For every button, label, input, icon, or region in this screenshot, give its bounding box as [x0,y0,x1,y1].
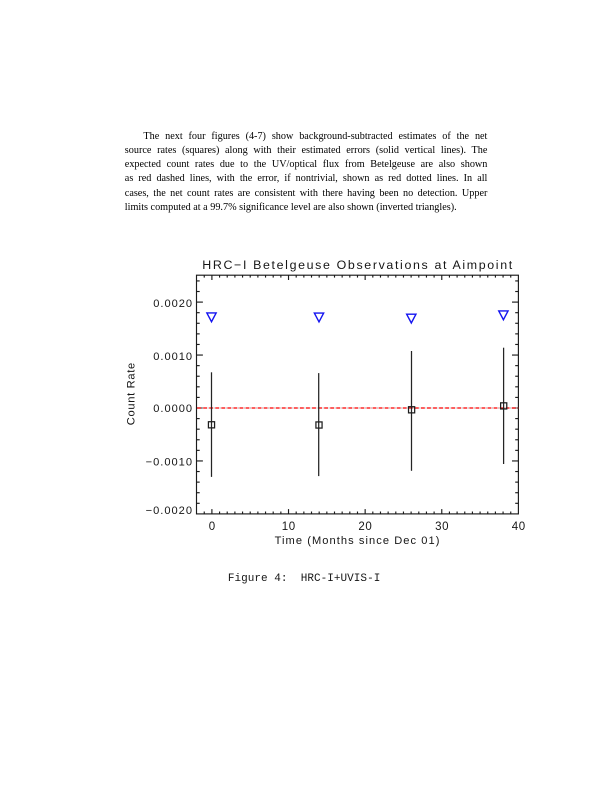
svg-text:0.0020: 0.0020 [153,298,192,310]
svg-text:30: 30 [435,521,448,533]
svg-text:HRC−I Betelgeuse Observations: HRC−I Betelgeuse Observations at Aimpoin… [202,258,512,272]
svg-text:Figure 4: HRC-I+UVIS-I: Figure 4: HRC-I+UVIS-I [228,573,380,585]
svg-text:−0.0020: −0.0020 [146,505,192,517]
svg-text:Time (Months since Dec 01): Time (Months since Dec 01) [275,535,440,547]
svg-text:10: 10 [282,521,295,533]
svg-text:−0.0010: −0.0010 [146,457,192,469]
svg-text:0.0000: 0.0000 [153,403,192,415]
svg-text:Count Rate: Count Rate [126,363,138,425]
svg-text:20: 20 [358,521,371,533]
svg-text:40: 40 [512,521,525,533]
svg-text:0.0010: 0.0010 [153,351,192,363]
svg-text:0: 0 [209,521,215,533]
